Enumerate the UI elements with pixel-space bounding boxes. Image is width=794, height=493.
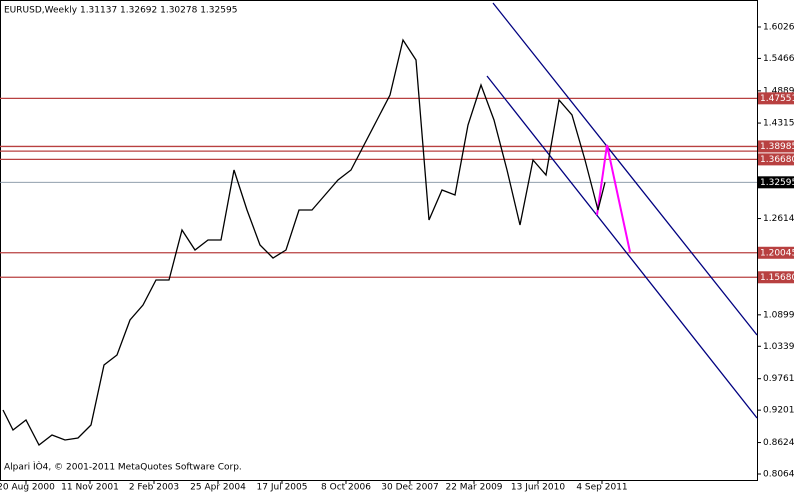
y-tick-label: 1.08990	[763, 310, 794, 320]
y-tick-label: 1.26140	[763, 214, 794, 224]
copyright: Alpari ÌÒ4, © 2001-2011 MetaQuotes Softw…	[4, 461, 242, 473]
data-layer	[2, 38, 606, 446]
price-line	[2, 38, 606, 446]
plot-frame	[0, 0, 758, 481]
y-tick-label: 0.92015	[763, 406, 794, 416]
channel-line	[486, 75, 758, 419]
chart-title: EURUSD,Weekly 1.31137 1.32692 1.30278 1.…	[4, 6, 237, 16]
level-label: 1.47551	[760, 94, 794, 104]
price-label: 1.32595	[760, 178, 794, 188]
level-label: 1.38985	[760, 142, 794, 152]
price-label-box	[758, 176, 794, 189]
level-label-box	[758, 140, 794, 153]
x-tick-label: 4 Sep 2011	[576, 483, 627, 493]
y-tick-label: 1.60265	[763, 22, 794, 32]
level-label: 1.20045	[760, 248, 794, 258]
grid-layer	[0, 97, 757, 278]
channel-line	[492, 2, 758, 336]
x-tick-label: 22 Mar 2009	[445, 483, 502, 493]
x-tick-label: 11 Nov 2001	[61, 483, 119, 493]
level-label-box	[758, 153, 794, 166]
level-label-box	[758, 246, 794, 259]
x-tick-label: 20 Aug 2000	[0, 483, 55, 493]
y-tick-label: 1.48890	[763, 86, 794, 96]
y-tick-label: 0.97615	[763, 374, 794, 384]
x-tick-label: 25 Apr 2004	[190, 483, 246, 493]
y-tick-label: 1.43150	[763, 119, 794, 129]
y-tick-label: 0.80640	[763, 469, 794, 479]
level-label: 1.36680	[760, 155, 794, 165]
x-tick-label: 2 Feb 2003	[129, 483, 179, 493]
y-tick-label: 1.54665	[763, 54, 794, 64]
projection-line	[596, 144, 631, 253]
x-tick-label: 17 Jul 2005	[257, 483, 308, 493]
x-tick-label: 8 Oct 2006	[321, 483, 371, 493]
level-label-box	[758, 271, 794, 284]
level-label-box	[758, 92, 794, 105]
x-tick-label: 13 Jun 2010	[511, 483, 565, 493]
level-label: 1.15680	[760, 273, 794, 283]
x-tick-label: 30 Dec 2007	[381, 483, 439, 493]
